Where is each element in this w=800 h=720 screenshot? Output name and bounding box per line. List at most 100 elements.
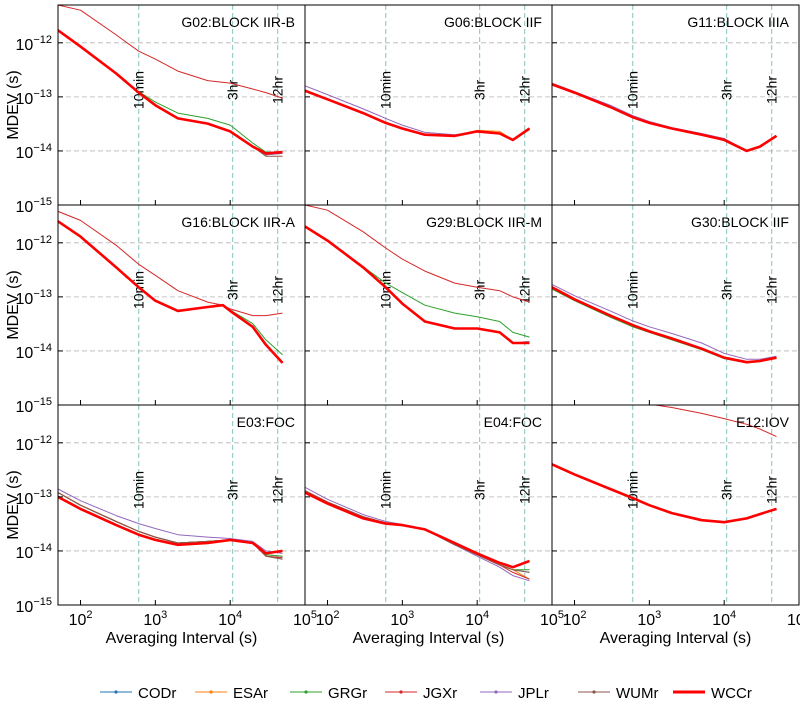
marker-label: 12hr — [764, 76, 780, 104]
y-tick-label: 10−13 — [16, 288, 52, 308]
x-axis-label: Averaging Interval (s) — [600, 630, 752, 647]
legend-label-wccr: WCCr — [711, 685, 752, 702]
series-group — [58, 210, 284, 364]
series-jplr — [58, 488, 283, 554]
panel-frame — [57, 204, 306, 406]
series-group — [58, 5, 283, 157]
marker-label: 12hr — [270, 76, 286, 104]
series-group — [305, 205, 530, 345]
legend-label-wumr: WUMr — [616, 685, 658, 702]
marker-label: 3hr — [472, 80, 488, 101]
series-grgr — [58, 220, 283, 356]
marker-label: 12hr — [517, 476, 533, 504]
series-wccr — [58, 29, 283, 155]
series-jplr — [552, 463, 777, 523]
x-tick-label: 105 — [540, 609, 564, 629]
legend-label-jgxr: JGXr — [423, 685, 457, 702]
series-wccr — [305, 89, 531, 142]
panel-frame — [551, 404, 800, 606]
series-jgxr — [305, 205, 530, 303]
panel-9: 10min 3hr 12hr E12:IOV 102 103 104 105 Averaging… — [551, 404, 800, 647]
marker-label: 10min — [625, 71, 641, 109]
series-grgr — [58, 492, 283, 557]
series-jgxr — [655, 405, 777, 438]
series-jplr — [305, 226, 530, 344]
panel-frame — [57, 4, 306, 206]
series-wumr — [552, 463, 777, 523]
marker-label: 3hr — [472, 480, 488, 501]
marker-label: 3hr — [719, 280, 735, 301]
x-axis-label: Averaging Interval (s) — [106, 630, 258, 647]
legend-label-codr: CODr — [138, 685, 176, 702]
series-wccr — [58, 495, 283, 555]
marker-label: 12hr — [517, 76, 533, 104]
series-jplr — [58, 29, 283, 156]
series-wccr — [552, 286, 777, 364]
series-codr — [305, 226, 530, 344]
marker-label: 3hr — [225, 480, 241, 501]
legend-marker — [399, 690, 403, 694]
series-codr — [58, 492, 283, 559]
marker-label: 3hr — [472, 280, 488, 301]
y-tick-label: 10−14 — [16, 342, 52, 362]
marker-label: 12hr — [764, 276, 780, 304]
panel-title: G11:BLOCK IIIA — [687, 14, 789, 30]
y-tick-label: 10−13 — [16, 488, 52, 508]
panel-6: 10min 3hr 12hr G30:BLOCK IIF — [551, 204, 800, 406]
legend-label-jplr: JPLr — [518, 685, 549, 702]
series-esar — [58, 29, 283, 156]
panel-title: G16:BLOCK IIR-A — [181, 214, 295, 230]
series-esar — [305, 226, 530, 344]
legend: CODr ESAr GRGr JGXr JPLr WUMr WCCr — [100, 685, 752, 702]
series-wumr — [58, 29, 283, 157]
y-tick-label: 10−12 — [16, 234, 52, 254]
marker-label: 10min — [625, 271, 641, 309]
panel-title: G02:BLOCK IIR-B — [181, 14, 295, 30]
series-group — [552, 82, 778, 153]
x-tick-label: 102 — [316, 609, 340, 629]
legend-marker — [592, 690, 596, 694]
marker-label: 12hr — [270, 476, 286, 504]
series-grgr — [552, 463, 777, 523]
x-tick-label: 103 — [637, 609, 661, 629]
marker-label: 10min — [378, 271, 394, 309]
panel-title: E12:IOV — [736, 414, 790, 430]
x-tick-label: 104 — [465, 609, 489, 629]
panel-8: 10min 3hr 12hr E04:FOC 102 103 104 105 Averaging… — [304, 404, 564, 647]
series-jplr — [552, 283, 777, 360]
series-wccr — [58, 220, 284, 364]
series-esar — [552, 463, 777, 523]
x-tick-label: 102 — [69, 609, 93, 629]
series-jgxr — [58, 492, 283, 559]
series-group — [552, 283, 777, 364]
series-jplr — [552, 82, 777, 152]
marker-label: 12hr — [764, 476, 780, 504]
x-tick-label: 105 — [787, 609, 800, 629]
y-axis-label: MDEV (s) — [5, 470, 22, 539]
x-tick-label: 103 — [390, 609, 414, 629]
series-esar — [552, 83, 777, 152]
series-codr — [552, 83, 777, 152]
marker-label: 12hr — [517, 276, 533, 304]
panel-7: 10min 3hr 12hr E03:FOC 10−15 10−14 10−13 10−12 M… — [5, 404, 317, 647]
y-tick-label: 10−15 — [16, 596, 52, 616]
marker-label: 12hr — [270, 276, 286, 304]
y-tick-label: 10−15 — [16, 196, 52, 216]
x-tick-label: 104 — [712, 609, 736, 629]
panel-4: 10min 3hr 12hr G16:BLOCK IIR-A 10−15 10−14 10−… — [5, 204, 306, 416]
legend-marker — [209, 690, 213, 694]
panel-title: G06:BLOCK IIF — [444, 14, 542, 30]
series-wccr — [305, 491, 530, 569]
y-tick-label: 10−15 — [16, 396, 52, 416]
marker-label: 10min — [378, 471, 394, 509]
panel-frame — [304, 204, 553, 406]
marker-label: 10min — [378, 71, 394, 109]
x-tick-label: 105 — [293, 609, 317, 629]
y-axis-label: MDEV (s) — [5, 270, 22, 339]
series-wumr — [58, 492, 283, 560]
x-tick-label: 104 — [218, 609, 242, 629]
series-grgr — [305, 490, 530, 571]
y-tick-label: 10−14 — [16, 542, 52, 562]
series-grgr — [58, 29, 283, 153]
